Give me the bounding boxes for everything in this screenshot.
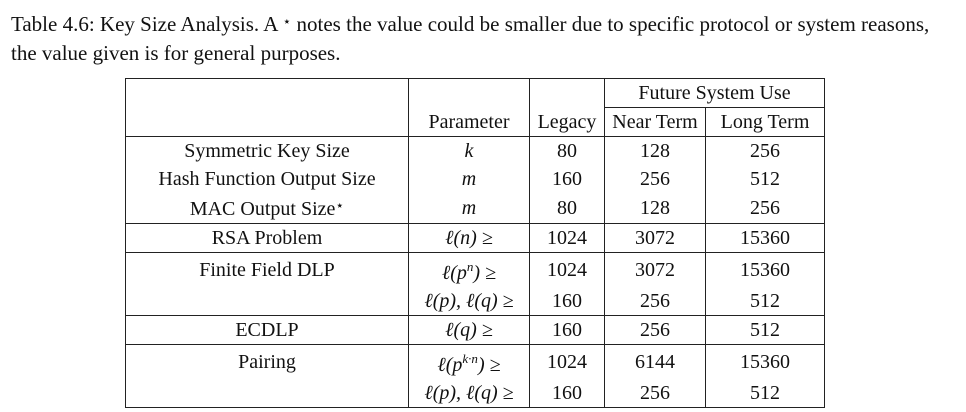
parameter-cell: k [408,136,530,165]
table-caption: Table 4.6: Key Size Analysis. A ⋆ notes … [11,8,956,68]
long-term-cell: 512 [705,315,825,345]
metric-cell: RSA Problem [125,223,409,253]
table-row: ECDLP ℓ(q) ≥ 160 256 512 [125,315,825,345]
metric-text: MAC Output Size [189,198,336,220]
metric-cell: Symmetric Key Size [125,136,409,165]
long-term-cell: 256 [705,193,825,224]
caption-star: ⋆ [282,15,292,30]
legacy-cell: 1024 [529,223,605,253]
long-term-cell: 15360 [705,344,825,379]
header-legacy: Legacy [529,107,605,137]
header-near-term: Near Term [604,107,706,137]
near-term-cell: 128 [604,136,706,165]
parameter-cell: ℓ(pn) ≥ [408,252,530,287]
table-row: ℓ(p), ℓ(q) ≥ 160 256 512 [125,287,825,316]
parameter-cell: ℓ(q) ≥ [408,315,530,345]
table-row: Finite Field DLP ℓ(pn) ≥ 1024 3072 15360 [125,252,825,287]
metric-cell: Pairing [125,344,409,379]
parameter-tail: ) ≥ [473,262,497,284]
legacy-cell: 160 [529,287,605,316]
parameter-base: ℓ(p [437,354,463,376]
long-term-cell: 512 [705,379,825,408]
parameter-base: ℓ(p [441,262,467,284]
parameter-cell: m [408,165,530,193]
parameter-cell: m [408,193,530,224]
metric-cell [125,287,409,316]
parameter-exponent: k·n [462,351,478,366]
parameter-cell: ℓ(pk·n) ≥ [408,344,530,379]
header-param-blank [408,78,530,108]
near-term-cell: 3072 [604,252,706,287]
header-parameter: Parameter [408,107,530,137]
metric-cell: MAC Output Size⋆ [125,193,409,224]
long-term-cell: 15360 [705,252,825,287]
metric-cell: Finite Field DLP [125,252,409,287]
caption-text: Key Size Analysis. A [99,12,278,36]
table-row: Hash Function Output Size m 160 256 512 [125,165,825,193]
near-term-cell: 6144 [604,344,706,379]
parameter-tail: ) ≥ [477,354,501,376]
header-long-term: Long Term [705,107,825,137]
key-size-table: Future System Use Parameter Legacy Near … [125,78,825,408]
parameter-cell: ℓ(p), ℓ(q) ≥ [408,287,530,316]
caption-label: Table 4.6: [11,12,95,36]
legacy-cell: 160 [529,165,605,193]
header-metric-blank [125,78,409,137]
near-term-cell: 256 [604,287,706,316]
metric-cell [125,379,409,408]
table-row: RSA Problem ℓ(n) ≥ 1024 3072 15360 [125,223,825,253]
long-term-cell: 512 [705,165,825,193]
long-term-cell: 512 [705,287,825,316]
caption-rest: notes the value could be smaller due to … [11,12,930,65]
near-term-cell: 256 [604,165,706,193]
metric-cell: Hash Function Output Size [125,165,409,193]
parameter-exponent: n [466,259,474,274]
parameter-cell: ℓ(n) ≥ [408,223,530,253]
table-row: ℓ(p), ℓ(q) ≥ 160 256 512 [125,379,825,408]
long-term-cell: 256 [705,136,825,165]
legacy-cell: 80 [529,193,605,224]
metric-cell: ECDLP [125,315,409,345]
long-term-cell: 15360 [705,223,825,253]
header-row: Parameter Legacy Near Term Long Term [126,107,825,137]
near-term-cell: 256 [604,379,706,408]
parameter-cell: ℓ(p), ℓ(q) ≥ [408,379,530,408]
header-future-group: Future System Use [604,78,825,108]
metric-star: ⋆ [335,199,345,214]
near-term-cell: 3072 [604,223,706,253]
legacy-cell: 1024 [529,344,605,379]
legacy-cell: 160 [529,315,605,345]
header-legacy-blank [529,78,605,108]
legacy-cell: 80 [529,136,605,165]
legacy-cell: 1024 [529,252,605,287]
header-row-group: Future System Use [125,78,825,137]
table-row: Symmetric Key Size k 80 128 256 [125,136,825,165]
table-row: Pairing ℓ(pk·n) ≥ 1024 6144 15360 [125,344,825,379]
near-term-cell: 128 [604,193,706,224]
near-term-cell: 256 [604,315,706,345]
legacy-cell: 160 [529,379,605,408]
table-row: MAC Output Size⋆ m 80 128 256 [125,193,825,224]
